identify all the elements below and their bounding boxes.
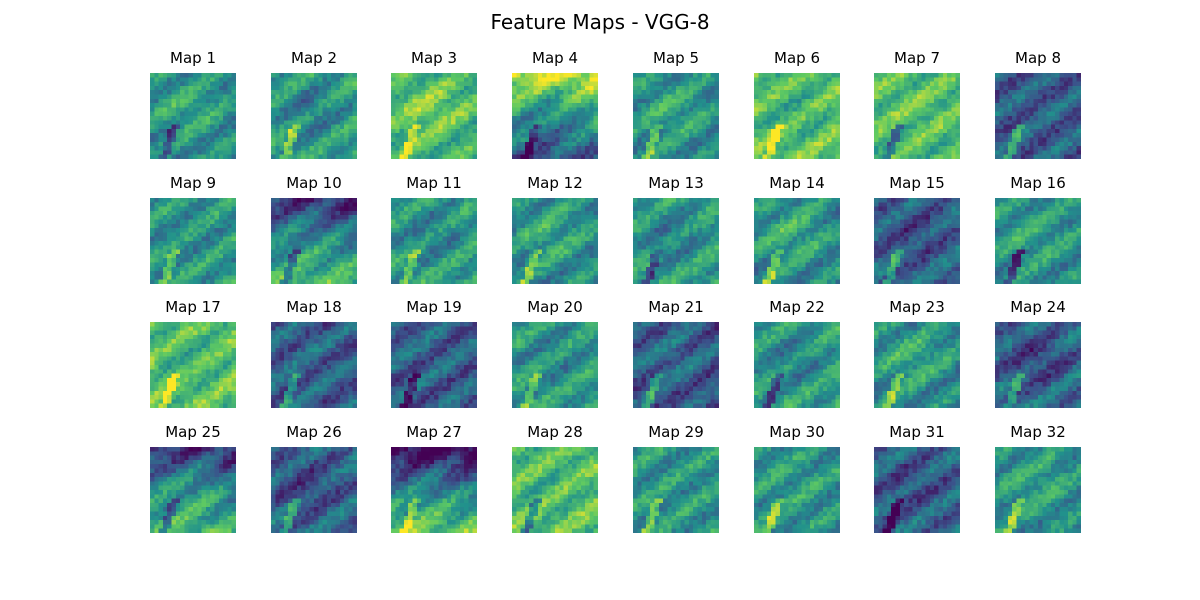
map-title: Map 16 xyxy=(1010,174,1066,192)
feature-map-image xyxy=(754,447,840,533)
map-title: Map 24 xyxy=(1010,298,1066,316)
figure-title: Feature Maps - VGG-8 xyxy=(490,10,710,34)
feature-map-image xyxy=(874,198,960,284)
feature-map-image xyxy=(150,73,236,159)
feature-map-image xyxy=(271,198,357,284)
feature-map-image xyxy=(754,322,840,408)
map-title: Map 28 xyxy=(527,423,583,441)
map-title: Map 18 xyxy=(286,298,342,316)
feature-map-image xyxy=(150,322,236,408)
map-title: Map 3 xyxy=(411,49,457,67)
feature-map-image xyxy=(271,322,357,408)
feature-map-image xyxy=(271,447,357,533)
map-title: Map 6 xyxy=(774,49,820,67)
map-title: Map 17 xyxy=(165,298,221,316)
map-title: Map 25 xyxy=(165,423,221,441)
map-title: Map 9 xyxy=(170,174,216,192)
map-title: Map 13 xyxy=(648,174,704,192)
map-title: Map 11 xyxy=(406,174,462,192)
map-title: Map 23 xyxy=(889,298,945,316)
map-title: Map 2 xyxy=(291,49,337,67)
map-title: Map 1 xyxy=(170,49,216,67)
map-title: Map 10 xyxy=(286,174,342,192)
map-title: Map 12 xyxy=(527,174,583,192)
map-title: Map 14 xyxy=(769,174,825,192)
feature-map-image xyxy=(874,322,960,408)
feature-map-image xyxy=(512,73,598,159)
feature-map-image xyxy=(633,73,719,159)
map-title: Map 4 xyxy=(532,49,578,67)
map-title: Map 29 xyxy=(648,423,704,441)
feature-map-image xyxy=(512,198,598,284)
map-title: Map 27 xyxy=(406,423,462,441)
map-title: Map 31 xyxy=(889,423,945,441)
map-title: Map 5 xyxy=(653,49,699,67)
feature-map-image xyxy=(754,198,840,284)
map-title: Map 21 xyxy=(648,298,704,316)
feature-map-image xyxy=(995,73,1081,159)
feature-map-image xyxy=(512,322,598,408)
feature-map-image xyxy=(633,322,719,408)
feature-map-image xyxy=(150,198,236,284)
feature-map-image xyxy=(391,73,477,159)
feature-map-image xyxy=(874,73,960,159)
feature-map-image xyxy=(391,447,477,533)
feature-map-image xyxy=(995,322,1081,408)
feature-map-image xyxy=(874,447,960,533)
feature-map-image xyxy=(150,447,236,533)
feature-map-image xyxy=(995,447,1081,533)
map-title: Map 32 xyxy=(1010,423,1066,441)
feature-map-image xyxy=(754,73,840,159)
map-title: Map 22 xyxy=(769,298,825,316)
feature-map-image xyxy=(512,447,598,533)
feature-map-image xyxy=(391,322,477,408)
feature-map-image xyxy=(633,198,719,284)
feature-map-image xyxy=(391,198,477,284)
map-title: Map 20 xyxy=(527,298,583,316)
map-title: Map 8 xyxy=(1015,49,1061,67)
map-title: Map 30 xyxy=(769,423,825,441)
feature-map-image xyxy=(633,447,719,533)
map-title: Map 15 xyxy=(889,174,945,192)
map-title: Map 26 xyxy=(286,423,342,441)
feature-map-image xyxy=(995,198,1081,284)
map-title: Map 19 xyxy=(406,298,462,316)
map-title: Map 7 xyxy=(894,49,940,67)
feature-map-image xyxy=(271,73,357,159)
